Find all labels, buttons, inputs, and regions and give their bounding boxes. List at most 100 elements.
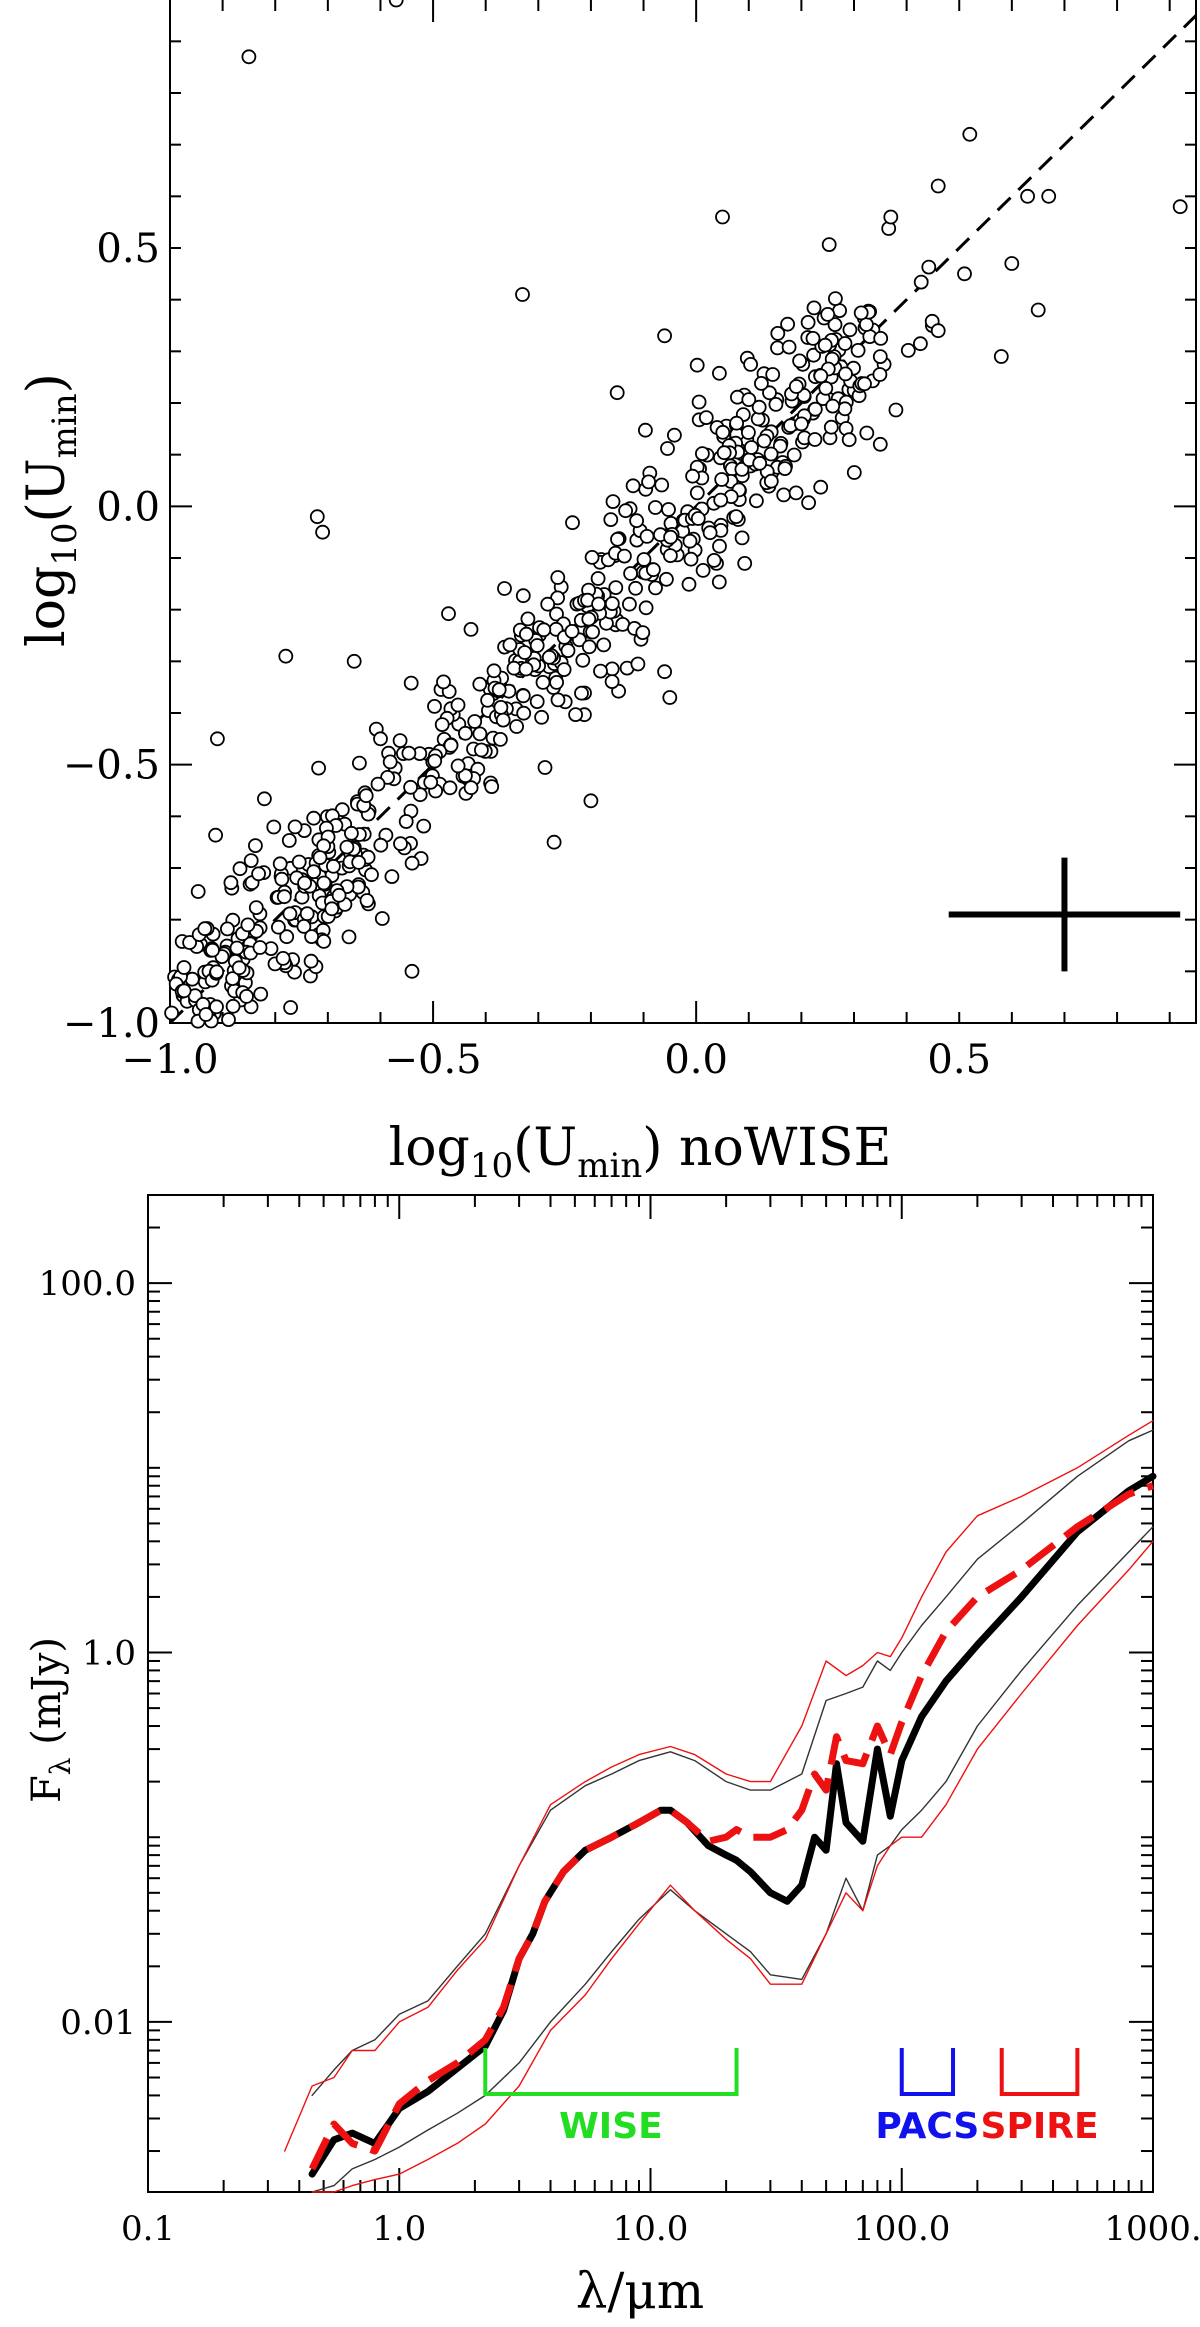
scatter-point bbox=[689, 485, 705, 501]
scatter-point bbox=[593, 663, 608, 679]
scatter-point bbox=[550, 570, 566, 585]
scatter-point bbox=[581, 639, 597, 655]
scatter-point bbox=[743, 356, 758, 372]
scatter-point bbox=[630, 656, 646, 672]
scatter-point bbox=[486, 663, 502, 679]
scatter-point bbox=[556, 662, 572, 677]
scatter-point bbox=[516, 705, 532, 721]
scatter-point bbox=[416, 818, 432, 834]
sed-series-lines bbox=[284, 1420, 1157, 2193]
scatter-point bbox=[221, 1012, 236, 1027]
scatter-point bbox=[837, 336, 853, 351]
scatter-point bbox=[883, 209, 899, 225]
scatter-point bbox=[303, 953, 319, 969]
scatter-point bbox=[1020, 188, 1035, 204]
scatter-point bbox=[427, 699, 442, 714]
scatter-point bbox=[164, 1005, 180, 1021]
scatter-y-label-u: (U bbox=[17, 458, 77, 522]
scatter-point bbox=[297, 875, 313, 891]
scatter-point bbox=[506, 660, 522, 676]
scatter-point bbox=[359, 893, 375, 908]
scatter-point bbox=[900, 342, 916, 358]
scatter-y-axis-label: log10(Umin) bbox=[17, 373, 85, 647]
one-to-one-reference-line bbox=[168, 14, 1198, 1025]
scatter-point bbox=[1172, 199, 1188, 215]
sed-y-label-lambda: λ bbox=[44, 1757, 77, 1775]
scatter-x-axis-label: log10(Umin) noWISE bbox=[389, 1118, 892, 1186]
scatter-point bbox=[492, 732, 508, 747]
scatter-point bbox=[463, 622, 479, 637]
scatter-point bbox=[184, 971, 200, 987]
sed-y-axis-label: Fλ (mJy) bbox=[24, 1637, 77, 1803]
scatter-point bbox=[231, 960, 247, 976]
sed-series-line bbox=[311, 1429, 1154, 2097]
scatter-point bbox=[473, 742, 489, 758]
scatter-point bbox=[1041, 188, 1057, 204]
scatter-axis-ticks: −1.0 −0.5 0.0 0.5 −1.0 −0.5 0.0 0.5 bbox=[63, 0, 1196, 1083]
scatter-x-label-u: (U bbox=[513, 1118, 577, 1178]
scatter-point bbox=[691, 394, 707, 410]
scatter-point bbox=[412, 787, 428, 803]
scatter-point bbox=[765, 367, 781, 382]
scatter-point bbox=[581, 611, 597, 627]
sed-x-tick-label: 1000. bbox=[1104, 2209, 1200, 2249]
scatter-point bbox=[247, 838, 263, 853]
scatter-point bbox=[176, 983, 192, 999]
scatter-point bbox=[667, 427, 682, 443]
sed-series-line bbox=[308, 1472, 1157, 2178]
scatter-point bbox=[629, 513, 644, 529]
scatter-point bbox=[713, 492, 729, 508]
scatter-point bbox=[176, 960, 192, 975]
scatter-point bbox=[817, 337, 833, 353]
scatter-point bbox=[763, 446, 779, 462]
scatter-point bbox=[657, 664, 672, 680]
scatter-point bbox=[689, 357, 705, 373]
scatter-point bbox=[662, 690, 678, 705]
scatter-point bbox=[251, 866, 267, 882]
scatter-point bbox=[519, 626, 534, 642]
scatter-point bbox=[283, 1000, 299, 1015]
scatter-y-tick-label: −0.5 bbox=[63, 743, 160, 789]
scatter-point bbox=[780, 316, 795, 332]
scatter-x-tick-label: 0.0 bbox=[664, 1037, 728, 1083]
scatter-point bbox=[603, 512, 619, 527]
scatter-point bbox=[436, 674, 451, 690]
scatter-point bbox=[291, 854, 307, 870]
scatter-point bbox=[818, 380, 834, 396]
scatter-x-label-log: log bbox=[389, 1118, 470, 1178]
scatter-point bbox=[427, 753, 443, 769]
scatter-point bbox=[382, 754, 398, 770]
scatter-point bbox=[930, 178, 946, 194]
scatter-point bbox=[913, 274, 929, 290]
scatter-y-label-submin: min bbox=[45, 393, 85, 458]
scatter-point bbox=[457, 725, 473, 741]
scatter-point bbox=[493, 700, 509, 715]
scatter-point bbox=[541, 649, 557, 665]
sed-x-tick-label: 100.0 bbox=[853, 2209, 950, 2249]
scatter-point bbox=[777, 461, 793, 477]
scatter-points bbox=[164, 0, 1188, 1029]
scatter-point bbox=[392, 733, 408, 748]
band-label: PACS bbox=[875, 2106, 979, 2147]
scatter-point bbox=[788, 379, 804, 394]
scatter-point bbox=[248, 900, 264, 915]
scatter-point bbox=[751, 399, 767, 415]
scatter-y-tick-label: −1.0 bbox=[63, 1001, 160, 1047]
scatter-point bbox=[591, 596, 606, 612]
scatter-point bbox=[859, 425, 875, 441]
scatter-point bbox=[306, 810, 322, 826]
scatter-point bbox=[702, 525, 718, 541]
scatter-y-label-log: log bbox=[17, 566, 77, 647]
scatter-point bbox=[741, 392, 757, 408]
scatter-point bbox=[638, 600, 654, 616]
sed-series-line bbox=[311, 1526, 1154, 2193]
scatter-point bbox=[467, 714, 483, 729]
scatter-point bbox=[625, 478, 641, 494]
scatter-point bbox=[403, 779, 419, 795]
sed-x-tick-label: 10.0 bbox=[613, 2209, 689, 2249]
scatter-point bbox=[484, 779, 500, 794]
scatter-point bbox=[638, 422, 653, 438]
scatter-point bbox=[734, 461, 750, 477]
scatter-point bbox=[608, 580, 624, 595]
